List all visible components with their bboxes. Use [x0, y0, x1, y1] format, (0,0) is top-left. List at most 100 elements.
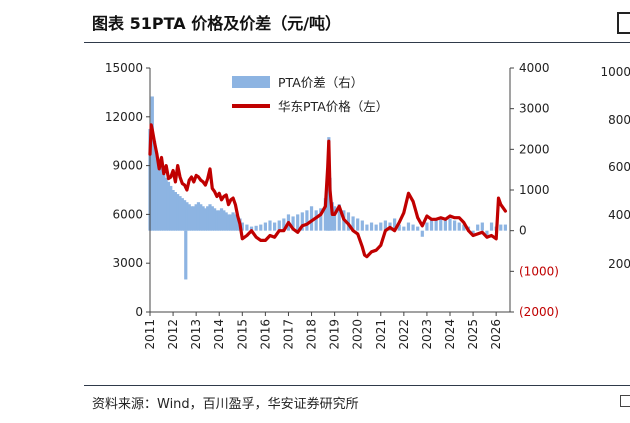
- left-tick-label: 12000: [105, 110, 143, 124]
- left-tick-label: 15000: [105, 61, 143, 75]
- spread-bar: [162, 169, 166, 231]
- spread-bar: [416, 226, 420, 231]
- spread-bar: [196, 202, 201, 231]
- spread-bar: [374, 224, 378, 231]
- x-tick-label: 2016: [258, 319, 272, 350]
- spread-bar: [448, 218, 452, 231]
- spread-bar: [159, 165, 164, 231]
- spread-bar: [457, 222, 461, 231]
- spread-bar: [169, 185, 173, 231]
- spread-bar: [210, 206, 214, 231]
- spread-bar: [201, 206, 205, 231]
- spread-bar: [259, 224, 263, 231]
- x-tick-label: 2017: [281, 319, 295, 350]
- spread-bar: [499, 224, 503, 231]
- spread-bar: [333, 206, 337, 231]
- spread-bar: [323, 198, 327, 231]
- spread-bar: [346, 212, 351, 231]
- spread-bar: [189, 206, 194, 231]
- spread-bar: [213, 208, 217, 231]
- spread-bar: [240, 222, 244, 231]
- x-tick-label: 2020: [351, 319, 365, 350]
- spread-bar: [369, 222, 374, 231]
- x-tick-label: 2015: [235, 319, 249, 350]
- spread-bar: [178, 196, 182, 231]
- spread-bar: [173, 192, 177, 231]
- spread-bar: [503, 224, 507, 231]
- x-tick-label: 2024: [443, 319, 457, 350]
- left-tick-label: 9000: [112, 159, 143, 173]
- price-line: [148, 123, 507, 259]
- source-note: 资料来源：Wind，百川盈孚，华安证券研究所: [92, 397, 359, 412]
- spread-bar: [425, 222, 429, 231]
- spread-bar: [277, 220, 281, 231]
- right-tick-label: 4000: [519, 61, 550, 75]
- left-tick-label: 6000: [112, 207, 143, 221]
- right-tick-label: 2000: [519, 142, 550, 156]
- spread-bar: [268, 220, 272, 231]
- adjacent-source-mark: [620, 395, 630, 407]
- spread-bar: [222, 210, 226, 231]
- spread-bar: [393, 218, 397, 231]
- spread-bar: [485, 230, 489, 237]
- spread-bar: [231, 212, 235, 231]
- spread-bar: [319, 208, 323, 231]
- spread-bar: [153, 141, 157, 231]
- adjacent-title-bracket: [617, 12, 630, 34]
- spread-bar: [192, 206, 196, 231]
- right-tick-label: 3000: [519, 102, 550, 116]
- footer-rule: [84, 385, 630, 386]
- spread-bar: [273, 222, 277, 231]
- spread-bar: [226, 214, 231, 231]
- spread-bar: [420, 230, 424, 237]
- spread-bar: [157, 161, 161, 231]
- spread-bar: [203, 208, 207, 231]
- spread-bar: [411, 224, 415, 231]
- spread-bar: [176, 194, 180, 231]
- spread-bar: [183, 200, 187, 231]
- spread-bar: [217, 210, 221, 231]
- spread-bar: [434, 220, 438, 231]
- x-tick-label: 2021: [374, 319, 388, 350]
- spread-bar: [489, 222, 494, 231]
- spread-bar: [337, 204, 341, 231]
- spread-bar: [356, 218, 360, 231]
- x-tick-label: 2014: [212, 319, 226, 350]
- spread-bar: [219, 208, 224, 231]
- x-tick-label: 2013: [189, 319, 203, 350]
- spread-bar: [309, 206, 314, 231]
- legend-swatch-spread: [232, 76, 270, 88]
- spread-bar: [351, 216, 355, 231]
- spread-bar: [429, 218, 434, 231]
- spread-bar: [397, 224, 401, 231]
- spread-bar: [215, 210, 219, 231]
- spread-bar: [406, 222, 411, 231]
- spread-bar: [233, 214, 237, 231]
- spread-bar: [471, 230, 475, 235]
- spread-bar: [300, 212, 304, 231]
- spread-bar: [379, 222, 383, 231]
- spread-bar: [254, 225, 258, 231]
- spread-bar: [229, 214, 233, 231]
- spread-bar: [314, 210, 318, 231]
- spread-bar: [360, 220, 364, 231]
- spread-bar: [171, 190, 175, 231]
- x-tick-label: 2012: [166, 319, 180, 350]
- spread-bar: [330, 202, 334, 231]
- right-tick-label: 0: [519, 224, 527, 238]
- left-tick-label: 0: [135, 305, 143, 319]
- spread-bar: [462, 224, 466, 231]
- left-tick-label: 3000: [112, 256, 143, 270]
- spread-bar: [291, 216, 295, 231]
- right-tick-label: 1000: [519, 183, 550, 197]
- spread-bar: [282, 218, 286, 231]
- adjacent-chart-tick-label: 400: [608, 208, 630, 222]
- x-tick-label: 2019: [328, 319, 342, 350]
- spread-bar: [249, 226, 254, 231]
- spread-bar: [166, 181, 171, 231]
- spread-bar: [150, 96, 154, 231]
- x-tick-label: 2026: [489, 319, 503, 350]
- spread-bar: [206, 206, 210, 231]
